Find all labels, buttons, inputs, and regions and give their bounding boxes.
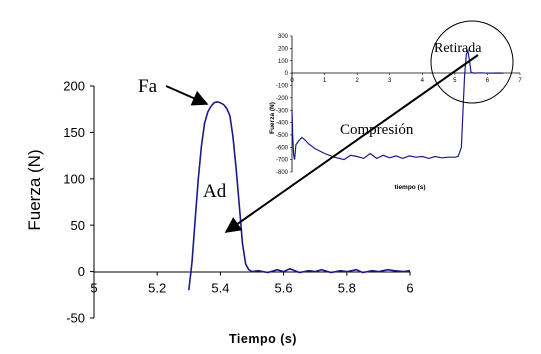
main-ytick-label: 200	[63, 79, 85, 94]
main-xtick-label: 6	[406, 281, 413, 296]
inset-ytick-label: -100	[276, 84, 289, 90]
main-xtick-label: 5.2	[148, 281, 166, 296]
main-xtick-label: 5.4	[211, 281, 229, 296]
inset-x-axis-title: tiempo (s)	[394, 184, 425, 191]
inset-force-line	[291, 48, 504, 161]
inset-ytick-label: -700	[276, 158, 289, 164]
inset-ytick-label: -800	[276, 170, 289, 176]
main-force-line	[188, 100, 411, 291]
inset-y-axis-title: Fuerza (N)	[269, 102, 276, 134]
inset-xtick-label: 3	[388, 78, 392, 84]
inset-x-ticks: 0 1 2 3 4 5 6 7	[290, 73, 522, 84]
main-ytick-label: 150	[63, 125, 85, 140]
inset-y-ticks: 3002001000-100-200-300-400-500-600-700-8…	[276, 34, 292, 176]
fa-label: Fa	[138, 76, 158, 97]
main-ytick-label: -50	[66, 311, 85, 326]
inset-ytick-label: 300	[278, 34, 289, 40]
main-xtick-label: 5.8	[338, 281, 356, 296]
inset-ytick-label: 100	[278, 59, 289, 65]
inset-xtick-label: 4	[421, 78, 425, 84]
retirada-circle	[430, 20, 514, 104]
inset-ytick-label: 0	[285, 71, 289, 77]
inset-ytick-label: -600	[276, 145, 289, 151]
inset-xtick-label: 2	[355, 78, 359, 84]
main-y-axis-title: Fuerza (N)	[25, 149, 44, 230]
ad-label: Ad	[203, 181, 227, 202]
main-ytick-label: 100	[63, 171, 85, 186]
inset-ytick-label: -200	[276, 96, 289, 102]
main-xtick-label: 5.6	[275, 281, 293, 296]
inset-ytick-label: -400	[276, 121, 289, 127]
inset-chart: 3002001000-100-200-300-400-500-600-700-8…	[269, 20, 522, 191]
main-ytick-label: 50	[71, 218, 85, 233]
compresion-label: Compresión	[340, 122, 414, 138]
inset-ytick-label: -500	[276, 133, 289, 139]
main-x-axis-title: Tiempo (s)	[229, 332, 297, 346]
retirada-label: Retirada	[434, 41, 482, 56]
inset-xtick-label: 7	[518, 78, 522, 84]
inset-xtick-label: 0	[290, 78, 294, 84]
main-y-ticks: -50 0 50 100 150 200	[63, 79, 94, 326]
inset-xtick-label: 1	[323, 78, 327, 84]
main-ytick-label: 0	[78, 264, 85, 279]
inset-ytick-label: -300	[276, 108, 289, 114]
inset-xtick-label: 5	[453, 78, 457, 84]
inset-xtick-label: 6	[486, 78, 490, 84]
zoom-arrow	[224, 54, 479, 233]
fa-arrow	[165, 85, 209, 106]
main-x-ticks: 5 5.2 5.4 5.6 5.8 6	[90, 271, 414, 296]
inset-ytick-label: 200	[278, 46, 289, 52]
main-xtick-label: 5	[90, 281, 97, 296]
